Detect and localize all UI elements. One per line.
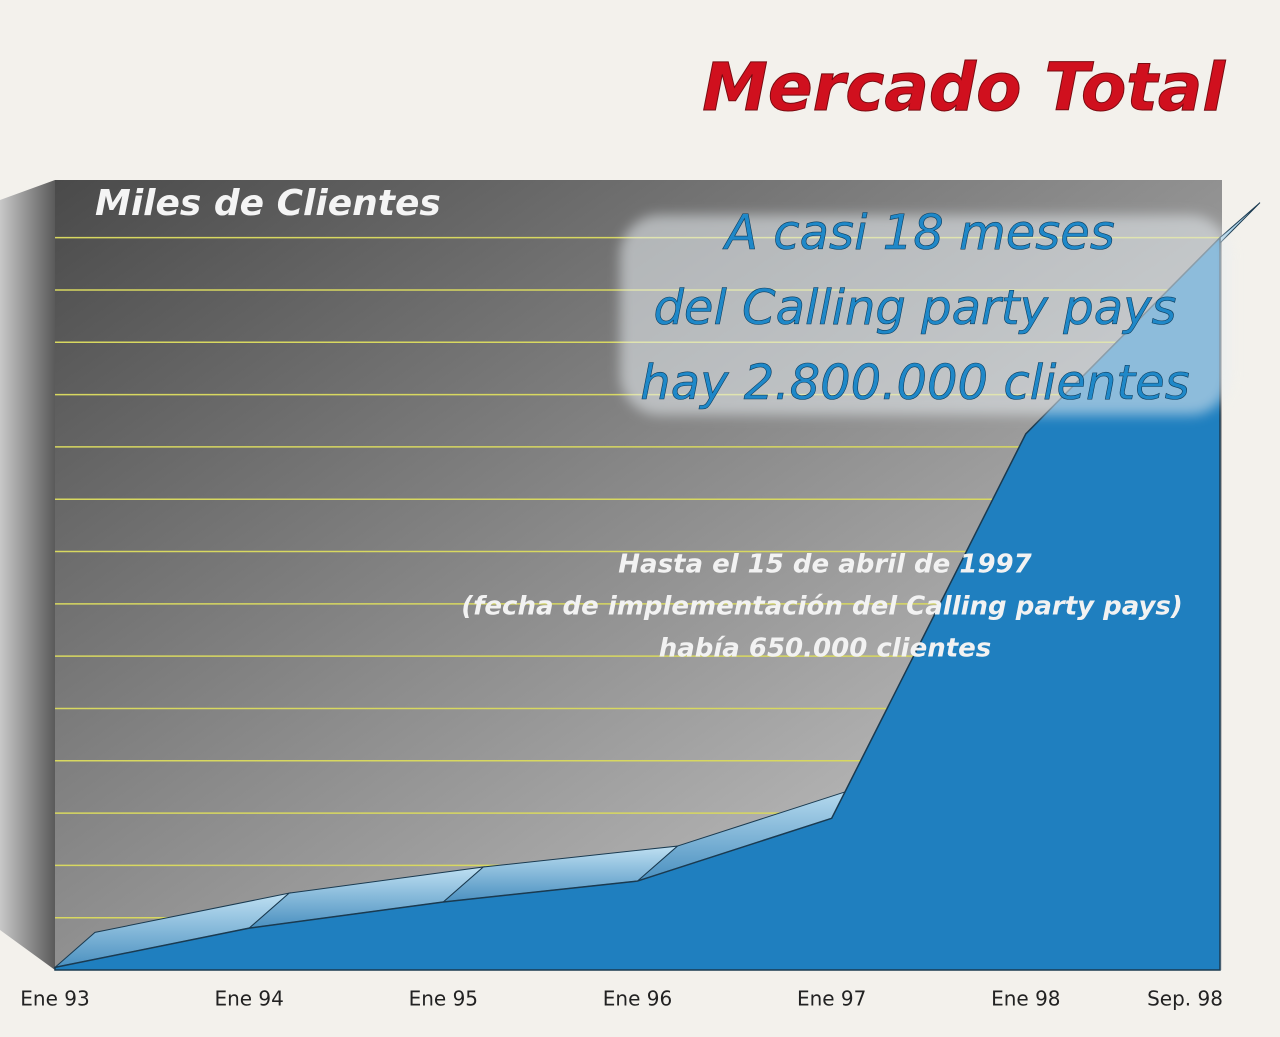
y-axis-label: Miles de Clientes [95, 183, 441, 224]
annotation-note: Hasta el 15 de abril de 1997 [618, 550, 1032, 580]
x-tick-label: Ene 98 [991, 987, 1060, 1011]
x-tick-label: Ene 97 [797, 987, 866, 1011]
x-tick-label: Ene 94 [214, 987, 283, 1011]
annotation-note: había 650.000 clientes [659, 634, 992, 664]
side-wall [0, 180, 55, 970]
x-tick-label: Ene 95 [409, 987, 478, 1011]
x-tick-label: Sep. 98 [1147, 987, 1223, 1011]
x-tick-label: Ene 93 [20, 987, 89, 1011]
area [54, 235, 1221, 971]
annotation-note: (fecha de implementación del Calling par… [461, 592, 1183, 622]
annotation-main: del Calling party pays [653, 280, 1176, 336]
annotation-main: A casi 18 meses [722, 205, 1115, 261]
chart-title: Mercado Total [702, 49, 1226, 126]
annotation-glow [620, 215, 1230, 415]
x-tick-label: Ene 96 [603, 987, 672, 1011]
annotation-main: hay 2.800.000 clientes [640, 355, 1189, 411]
